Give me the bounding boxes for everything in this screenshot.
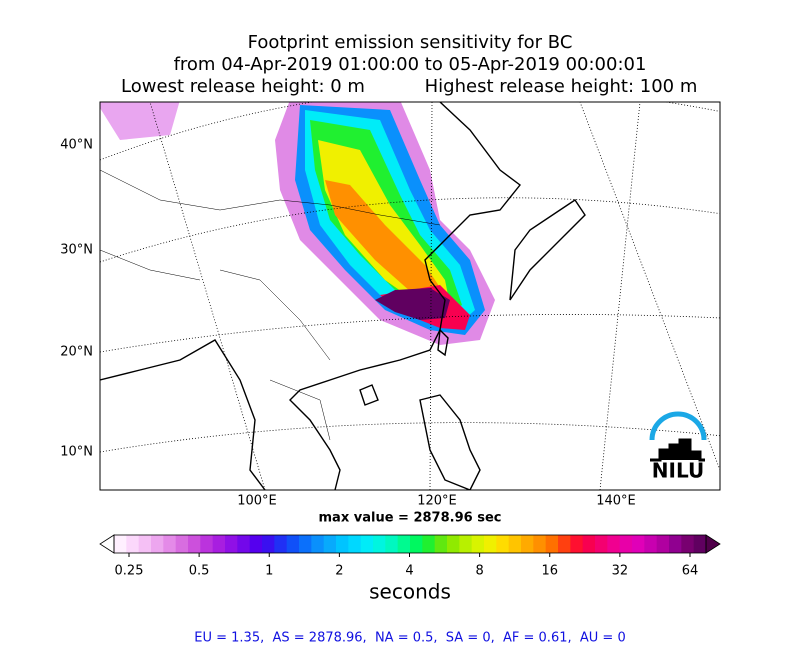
colorbar-segment [422, 535, 436, 553]
colorbar-segment [385, 535, 399, 553]
colorbar-segment [373, 535, 386, 553]
colorbar-segment [212, 535, 226, 553]
colorbar-segment [138, 535, 152, 553]
colorbar-segment [336, 535, 349, 553]
colorbar-segment [619, 535, 633, 553]
colorbar-segment [163, 535, 177, 553]
map: NILU [100, 102, 720, 490]
colorbar-tick-label: 64 [682, 564, 699, 579]
colorbar-segment [225, 535, 238, 553]
colorbar-segment [348, 535, 362, 553]
colorbar-tick-label: 0.25 [115, 564, 144, 579]
colorbar-segment [558, 535, 571, 553]
release-high: Highest release height: 100 m [425, 76, 698, 97]
title: Footprint emission sensitivity for BC [248, 32, 573, 53]
colorbar-segment [681, 535, 695, 553]
colorbar-segment [237, 535, 251, 553]
colorbar-segment [533, 535, 547, 553]
colorbar-segment [286, 535, 300, 553]
colorbar-segment [471, 535, 485, 553]
colorbar-segment [410, 535, 423, 553]
colorbar-segment [644, 535, 658, 553]
colorbar-segment [521, 535, 534, 553]
colorbar-segment [360, 535, 374, 553]
colorbar-segment [311, 535, 325, 553]
colorbar-segment [114, 535, 127, 553]
colorbar-label: seconds [369, 580, 451, 604]
border [100, 169, 441, 441]
colorbar-segment [693, 535, 707, 553]
colorbar-segment [595, 535, 608, 553]
colorbar-segment [434, 535, 448, 553]
colorbar-tick-label: 2 [335, 564, 343, 579]
colorbar-segment [274, 535, 288, 553]
coastline [289, 102, 521, 490]
colorbar-segment [656, 535, 670, 553]
colorbar-segment [447, 535, 460, 553]
colorbar-segment [249, 535, 263, 553]
lat-label: 10°N [60, 445, 93, 460]
colorbar-segment [545, 535, 559, 553]
lat-label: 40°N [60, 138, 93, 153]
lat-label: 20°N [60, 345, 93, 360]
colorbar-segment [570, 535, 584, 553]
colorbar-segment [582, 535, 596, 553]
colorbar-segment [126, 535, 140, 553]
map-frame [99, 101, 721, 491]
nilu-logo: NILU [649, 411, 707, 483]
subtitle: from 04-Apr-2019 01:00:00 to 05-Apr-2019… [174, 54, 647, 75]
lat-label: 30°N [60, 243, 93, 258]
colorbar-segment [669, 535, 682, 553]
colorbar-tick-label: 1 [265, 564, 273, 579]
colorbar-segment [397, 535, 411, 553]
colorbar-segment [262, 535, 275, 553]
footer: EU = 1.35, AS = 2878.96, NA = 0.5, SA = … [194, 631, 625, 646]
colorbar-tick-label: 4 [405, 564, 413, 579]
max-value: max value = 2878.96 sec [319, 511, 502, 526]
lon-label: 120°E [417, 494, 457, 509]
colorbar-tick-label: 8 [475, 564, 483, 579]
colorbar-tick-label: 32 [612, 564, 629, 579]
colorbar-segment [508, 535, 522, 553]
colorbar-tick-label: 16 [541, 564, 558, 579]
colorbar-segment [175, 535, 189, 553]
colorbar-segment [299, 535, 312, 553]
lon-label: 140°E [596, 494, 636, 509]
colorbar-segment [459, 535, 473, 553]
colorbar-tick-label: 0.5 [189, 564, 210, 579]
graticule [100, 102, 720, 161]
colorbar-segment [188, 535, 201, 553]
colorbar-over [705, 534, 721, 554]
colorbar-segment [496, 535, 510, 553]
colorbar-segment [151, 535, 164, 553]
colorbar-segment [484, 535, 497, 553]
colorbar-segment [200, 535, 214, 553]
colorbar-segment [607, 535, 621, 553]
lon-label: 100°E [237, 494, 277, 509]
plume [100, 102, 495, 345]
colorbar-under [99, 534, 115, 554]
logo-text: NILU [652, 459, 704, 483]
release-low: Lowest release height: 0 m [121, 76, 365, 97]
colorbar-segment [632, 535, 645, 553]
colorbar-segment [323, 535, 337, 553]
